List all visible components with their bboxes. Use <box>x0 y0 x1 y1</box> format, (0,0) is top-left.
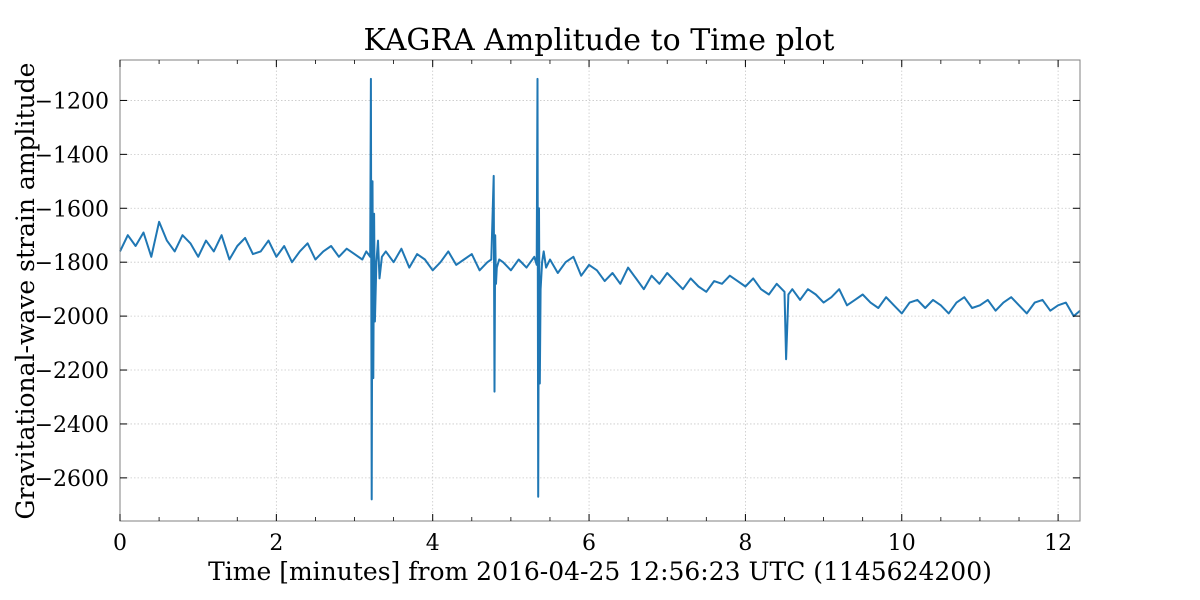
y-axis-label: Gravitational-wave strain amplitude <box>11 63 40 520</box>
grid-layer <box>119 60 1080 521</box>
y-tick-label: −2600 <box>35 467 109 492</box>
series-layer <box>119 77 1081 501</box>
y-tick-label: −2200 <box>35 359 109 384</box>
y-tick-label: −1200 <box>35 89 109 114</box>
tick-layer: 0 2 4 6 8 10 12 −1200 −1400 −1600 −1800 −2000 −2200 −… <box>35 60 1080 556</box>
series-line <box>119 77 1081 501</box>
x-tick-label: 8 <box>738 531 752 556</box>
x-tick-label: 6 <box>582 531 596 556</box>
x-axis-label: Time [minutes] from 2016-04-25 12:56:23 … <box>208 557 992 586</box>
x-tick-label: 4 <box>426 531 440 556</box>
y-tick-label: −1800 <box>35 251 109 276</box>
x-tick-label: 0 <box>113 531 127 556</box>
x-tick-label: 2 <box>269 531 283 556</box>
plot-frame <box>119 59 1081 522</box>
y-tick-label: −2400 <box>35 413 109 438</box>
x-tick-label: 10 <box>888 531 916 556</box>
y-tick-label: −1600 <box>35 197 109 222</box>
y-tick-label: −1400 <box>35 143 109 168</box>
y-tick-label: −2000 <box>35 305 109 330</box>
x-tick-label: 12 <box>1044 531 1072 556</box>
chart-title: KAGRA Amplitude to Time plot <box>364 23 835 58</box>
